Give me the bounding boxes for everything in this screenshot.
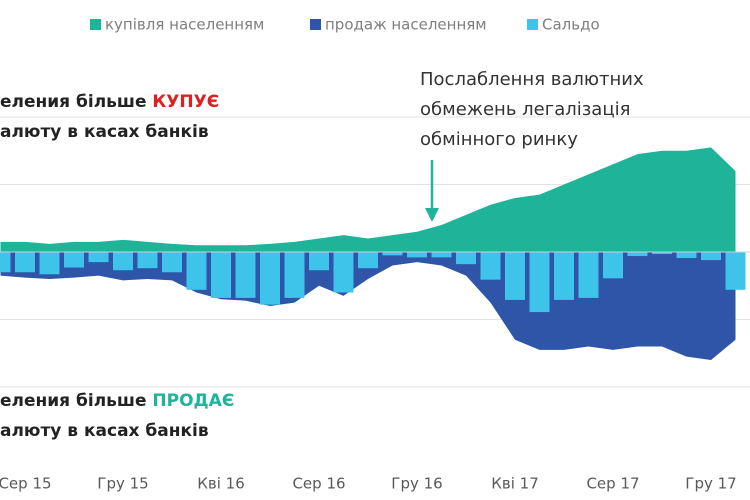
- annotation-arrowhead: [425, 208, 439, 222]
- annotation-text: обмінного ринку: [420, 129, 578, 150]
- x-tick-label: Кві 17: [491, 475, 539, 493]
- legend-label: купівля населенням: [105, 16, 264, 34]
- bar: [554, 252, 574, 300]
- bar: [88, 252, 109, 263]
- annotation-text: обмежень легалізація: [420, 99, 630, 120]
- bar: [701, 252, 721, 261]
- bar: [505, 252, 525, 300]
- x-tick-label: Гру 16: [391, 475, 442, 493]
- sell-note-line2: алюту в касах банків: [0, 421, 209, 441]
- note-text: еления більше: [0, 92, 152, 112]
- bar: [137, 252, 158, 269]
- bar: [407, 252, 427, 258]
- bar: [162, 252, 182, 273]
- buy-note: еления більше КУПУЄ: [0, 92, 219, 112]
- area: [0, 252, 736, 360]
- bar: [676, 252, 697, 259]
- bar: [0, 252, 11, 273]
- bar: [627, 252, 648, 257]
- bar: [211, 252, 231, 298]
- bar: [603, 252, 623, 279]
- note-highlight: КУПУЄ: [152, 92, 219, 112]
- bar: [480, 252, 501, 280]
- x-tick-label: Кві 16: [197, 475, 245, 493]
- bar: [456, 252, 476, 265]
- bar: [64, 252, 84, 268]
- bar: [725, 252, 746, 290]
- bar: [382, 252, 403, 256]
- annotation: Послаблення валютних обмежень легалізація…: [420, 69, 644, 222]
- area: [0, 147, 736, 252]
- x-tick-label: Гру 17: [685, 475, 736, 493]
- bar: [260, 252, 280, 305]
- bar: [15, 252, 35, 273]
- buy-note-line2: алюту в касах банків: [0, 122, 209, 142]
- legend-swatch: [527, 19, 538, 30]
- legend-label: Сальдо: [542, 16, 600, 34]
- bar: [333, 252, 354, 293]
- x-tick-label: Сер 15: [0, 475, 52, 493]
- x-tick-label: Гру 15: [97, 475, 148, 493]
- plot: [0, 147, 750, 360]
- legend-swatch: [310, 19, 321, 30]
- legend-swatch: [90, 19, 101, 30]
- bar: [578, 252, 599, 298]
- bar: [186, 252, 207, 290]
- bar: [529, 252, 550, 313]
- bar: [284, 252, 305, 298]
- legend: купівля населенням продаж населенням Сальд…: [90, 16, 600, 34]
- x-tick-label: Сер 17: [586, 475, 639, 493]
- x-axis: Сер 15 Гру 15 Кві 16 Сер 16 Гру 16 Кві 17 Сер …: [0, 475, 737, 493]
- sell-note: еления більше ПРОДАЄ: [0, 391, 234, 411]
- bar: [39, 252, 60, 275]
- bar: [652, 252, 672, 255]
- note-highlight: ПРОДАЄ: [152, 391, 234, 411]
- bar: [235, 252, 256, 298]
- bar: [358, 252, 378, 269]
- legend-label: продаж населенням: [325, 16, 487, 34]
- annotation-text: Послаблення валютних: [420, 69, 644, 90]
- bar: [431, 252, 452, 258]
- bar: [113, 252, 133, 271]
- note-text: еления більше: [0, 391, 152, 411]
- bar: [309, 252, 329, 271]
- x-tick-label: Сер 16: [292, 475, 345, 493]
